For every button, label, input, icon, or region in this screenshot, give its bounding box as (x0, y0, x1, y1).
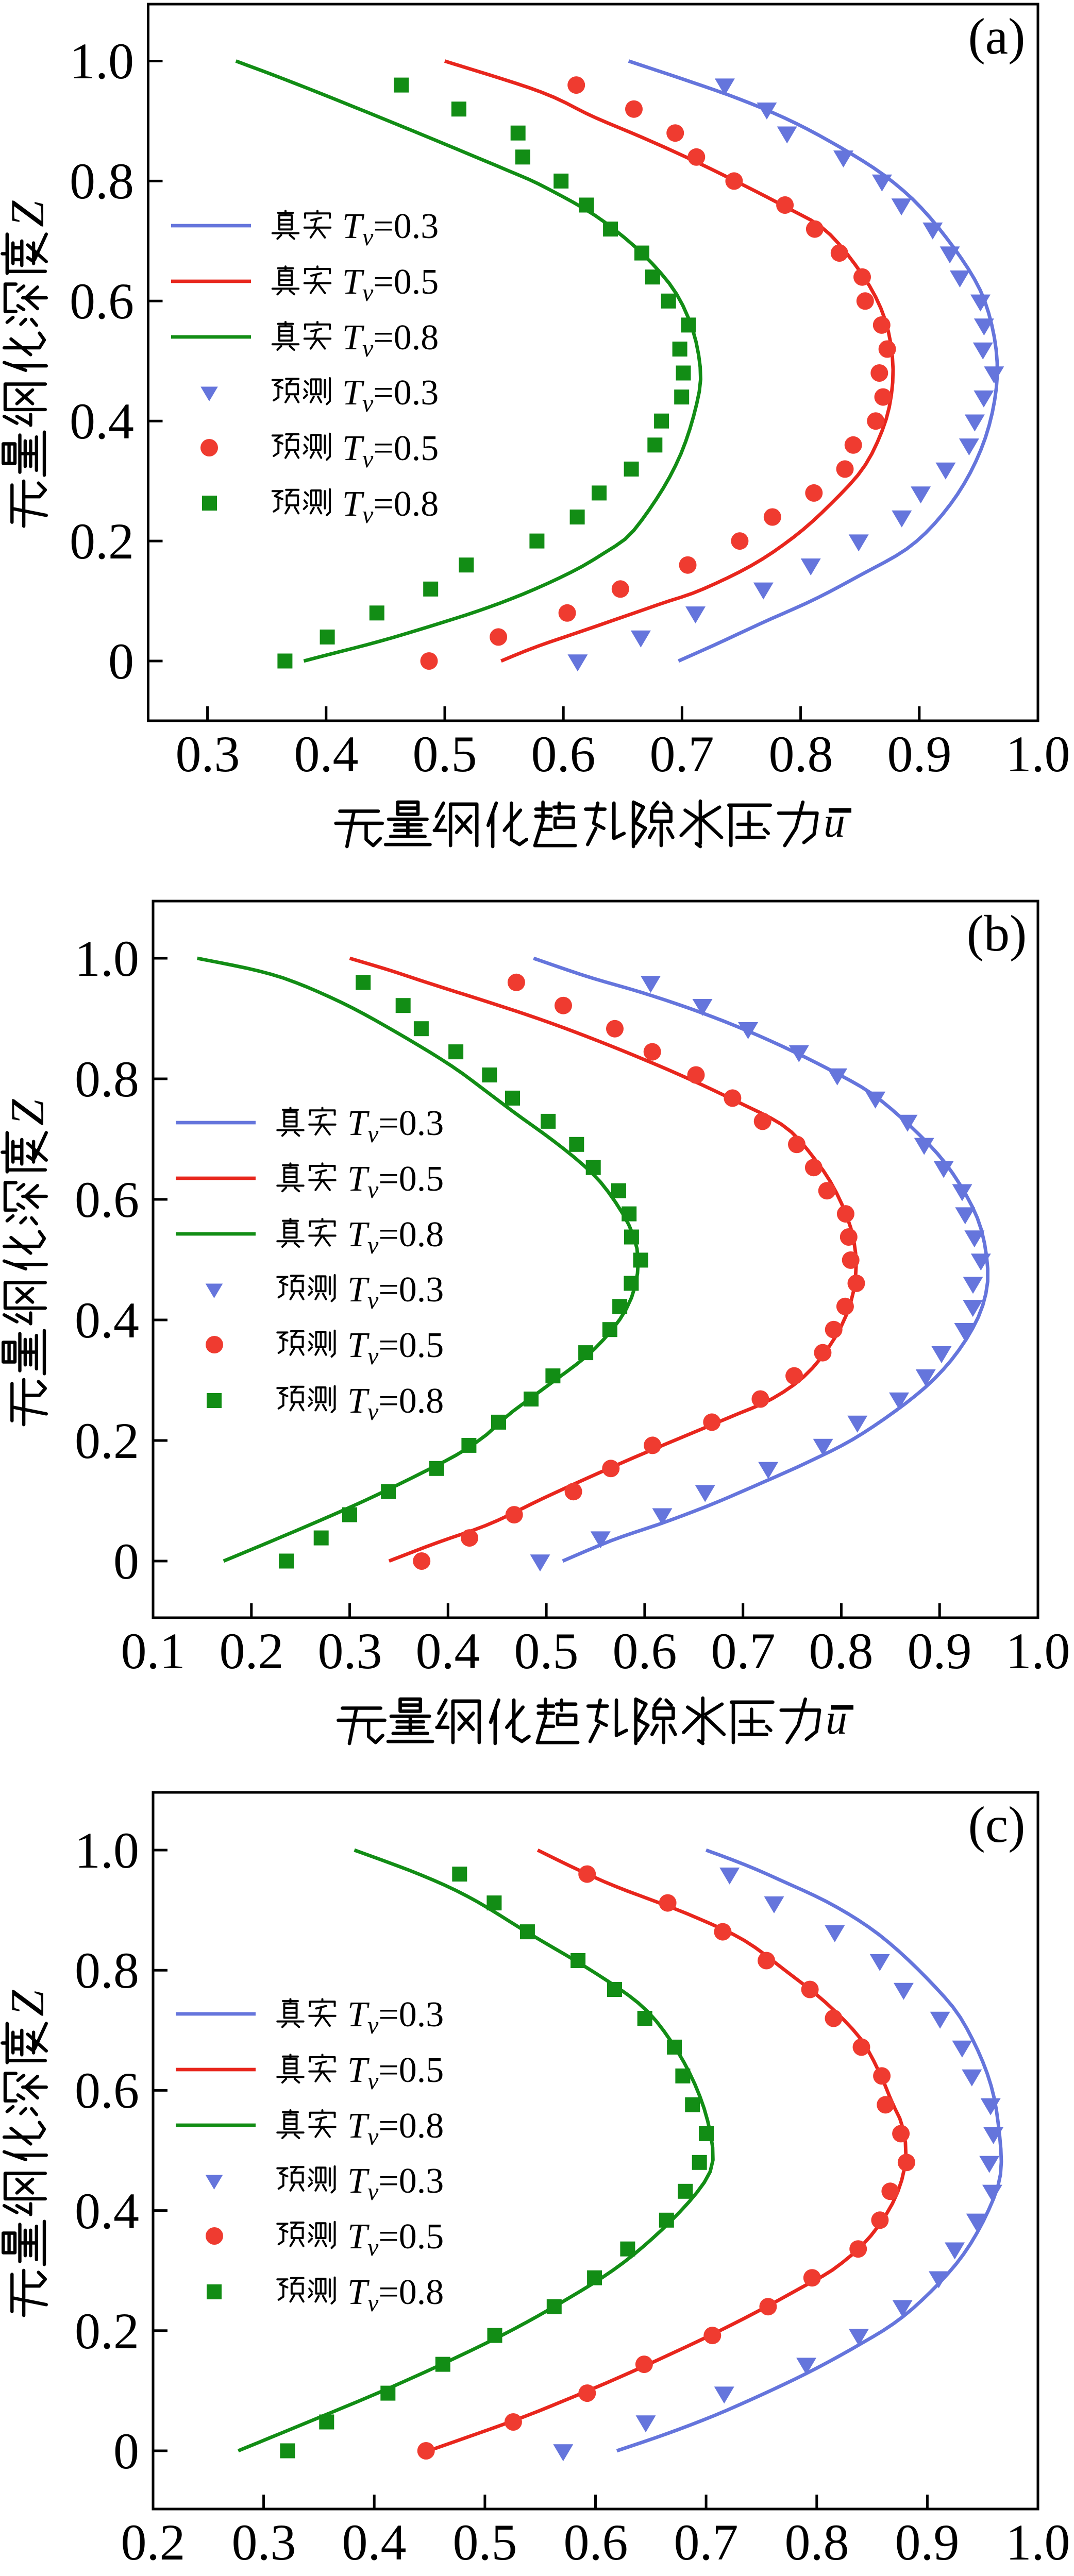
svg-text:0.6: 0.6 (75, 2062, 139, 2119)
svg-text:Z: Z (1, 200, 54, 227)
svg-text:Z: Z (1, 1099, 54, 1126)
svg-text:1.0: 1.0 (1006, 725, 1070, 783)
svg-text:0.5: 0.5 (413, 725, 477, 783)
svg-text:1.0: 1.0 (1006, 2514, 1070, 2571)
svg-text:Tv=0.5: Tv=0.5 (347, 2050, 444, 2095)
svg-text:0: 0 (108, 633, 134, 690)
svg-text:Tv=0.3: Tv=0.3 (342, 207, 439, 251)
svg-text:Tv=0.8: Tv=0.8 (347, 1381, 444, 1426)
svg-text:0.6: 0.6 (75, 1171, 139, 1228)
svg-text:Tv=0.5: Tv=0.5 (342, 262, 439, 307)
svg-text:Tv=0.5: Tv=0.5 (347, 1159, 444, 1204)
svg-text:Tv=0.8: Tv=0.8 (342, 318, 439, 362)
svg-text:1.0: 1.0 (75, 930, 139, 987)
svg-text:Tv=0.5: Tv=0.5 (342, 429, 439, 473)
svg-text:0.8: 0.8 (785, 2514, 849, 2571)
svg-text:0.6: 0.6 (613, 1622, 677, 1680)
svg-text:0.3: 0.3 (176, 725, 240, 783)
svg-text:(c): (c) (968, 1796, 1026, 1853)
svg-text:0.2: 0.2 (121, 2514, 186, 2571)
svg-text:0.8: 0.8 (75, 1050, 139, 1108)
svg-text:0.8: 0.8 (75, 1942, 139, 1999)
svg-text:Tv=0.3: Tv=0.3 (347, 1995, 444, 2039)
svg-text:Tv=0.8: Tv=0.8 (347, 1215, 444, 1259)
svg-text:Tv=0.8: Tv=0.8 (347, 2273, 444, 2317)
svg-text:(a): (a) (968, 8, 1026, 65)
svg-text:0.8: 0.8 (809, 1622, 874, 1680)
svg-text:1.0: 1.0 (70, 32, 134, 90)
svg-text:0.9: 0.9 (908, 1622, 972, 1680)
svg-text:0.8: 0.8 (769, 725, 833, 783)
svg-text:Tv=0.5: Tv=0.5 (347, 1326, 444, 1370)
svg-text:0.2: 0.2 (75, 1412, 139, 1469)
svg-text:u: u (826, 1696, 847, 1743)
svg-text:Tv=0.3: Tv=0.3 (347, 1270, 444, 1314)
svg-text:u: u (824, 799, 845, 846)
svg-text:0.8: 0.8 (70, 152, 134, 210)
svg-text:0.7: 0.7 (650, 725, 714, 783)
svg-text:Tv=0.8: Tv=0.8 (342, 484, 439, 529)
svg-text:Z: Z (1, 1990, 54, 2016)
svg-text:0: 0 (113, 1533, 139, 1590)
svg-text:0.1: 0.1 (121, 1622, 186, 1680)
svg-text:0.9: 0.9 (895, 2514, 960, 2571)
svg-text:0.2: 0.2 (70, 513, 134, 570)
svg-text:Tv=0.8: Tv=0.8 (347, 2106, 444, 2150)
svg-text:0.4: 0.4 (75, 2182, 139, 2240)
svg-text:0.9: 0.9 (887, 725, 952, 783)
svg-text:0.6: 0.6 (70, 273, 134, 330)
svg-text:0.7: 0.7 (674, 2514, 739, 2571)
svg-text:0.2: 0.2 (75, 2302, 139, 2360)
svg-text:(b): (b) (967, 905, 1027, 962)
svg-text:1.0: 1.0 (75, 1822, 139, 1879)
svg-text:Tv=0.3: Tv=0.3 (347, 2161, 444, 2206)
svg-text:0.4: 0.4 (70, 393, 134, 450)
svg-text:Tv=0.3: Tv=0.3 (342, 373, 439, 417)
svg-text:0.3: 0.3 (232, 2514, 296, 2571)
svg-text:0.7: 0.7 (711, 1622, 776, 1680)
svg-text:1.0: 1.0 (1006, 1622, 1070, 1680)
svg-text:0.4: 0.4 (342, 2514, 407, 2571)
svg-text:Tv=0.5: Tv=0.5 (347, 2217, 444, 2261)
svg-text:0.4: 0.4 (75, 1292, 139, 1349)
svg-text:0.6: 0.6 (531, 725, 596, 783)
svg-text:0.2: 0.2 (220, 1622, 284, 1680)
svg-text:0.4: 0.4 (416, 1622, 480, 1680)
svg-text:0.5: 0.5 (453, 2514, 517, 2571)
svg-text:0.4: 0.4 (294, 725, 359, 783)
svg-text:0.6: 0.6 (564, 2514, 628, 2571)
svg-text:0: 0 (113, 2422, 139, 2480)
svg-text:0.5: 0.5 (514, 1622, 579, 1680)
svg-text:Tv=0.3: Tv=0.3 (347, 1104, 444, 1148)
svg-text:0.3: 0.3 (318, 1622, 382, 1680)
